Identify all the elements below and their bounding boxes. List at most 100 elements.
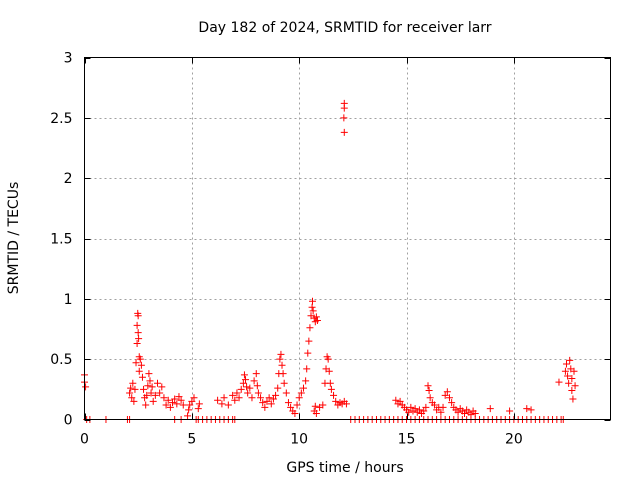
data-point bbox=[279, 370, 287, 378]
x-tick-label: 20 bbox=[505, 432, 523, 448]
data-point bbox=[570, 367, 578, 375]
data-point bbox=[445, 394, 453, 402]
data-point bbox=[246, 384, 254, 392]
axis-ticks bbox=[84, 57, 611, 421]
data-point bbox=[274, 384, 282, 392]
y-tick-label: 2.5 bbox=[50, 111, 72, 127]
y-tick-label: 0.5 bbox=[50, 352, 72, 368]
data-point bbox=[562, 360, 570, 368]
data-point bbox=[134, 329, 142, 337]
x-axis-label: GPS time / hours bbox=[286, 460, 403, 476]
data-point bbox=[147, 389, 155, 397]
data-point bbox=[233, 389, 241, 397]
data-point bbox=[284, 399, 292, 407]
data-point bbox=[282, 389, 290, 397]
data-point bbox=[171, 395, 179, 403]
data-point bbox=[272, 391, 280, 399]
data-point bbox=[295, 394, 303, 402]
data-point bbox=[278, 361, 286, 369]
data-point bbox=[326, 379, 334, 387]
data-point bbox=[527, 406, 535, 414]
data-point bbox=[136, 355, 144, 363]
y-tick-labels: 0 0.5 1 1.5 2 2.5 3 bbox=[50, 51, 72, 429]
data-point bbox=[153, 379, 161, 387]
y-tick-label: 0 bbox=[64, 413, 73, 429]
data-point bbox=[422, 403, 430, 411]
data-point bbox=[306, 324, 314, 332]
data-point bbox=[443, 388, 451, 396]
data-point bbox=[340, 114, 348, 122]
data-point bbox=[239, 379, 247, 387]
data-point bbox=[184, 412, 192, 420]
y-tick-label: 1.5 bbox=[50, 232, 72, 248]
data-point bbox=[127, 384, 135, 392]
data-point bbox=[257, 394, 265, 402]
data-point bbox=[471, 409, 479, 417]
data-point bbox=[148, 383, 156, 391]
x-tick-label: 10 bbox=[290, 432, 308, 448]
data-point bbox=[186, 401, 194, 409]
data-point bbox=[134, 312, 142, 320]
data-point bbox=[261, 403, 269, 411]
data-point bbox=[244, 389, 252, 397]
chart-title: Day 182 of 2024, SRMTID for receiver lar… bbox=[198, 20, 491, 36]
data-point bbox=[461, 409, 469, 417]
data-point bbox=[313, 317, 321, 325]
data-point bbox=[319, 401, 327, 409]
data-point bbox=[437, 408, 445, 416]
data-point bbox=[220, 394, 228, 402]
data-point bbox=[568, 387, 576, 395]
data-point bbox=[415, 406, 423, 414]
data-point bbox=[126, 389, 134, 397]
data-point bbox=[309, 297, 317, 305]
data-point bbox=[555, 378, 563, 386]
data-point bbox=[173, 400, 181, 408]
data-point bbox=[407, 403, 415, 411]
data-point bbox=[486, 405, 494, 413]
data-point bbox=[342, 400, 350, 408]
data-point bbox=[302, 377, 310, 385]
data-point bbox=[254, 389, 262, 397]
data-point bbox=[229, 391, 237, 399]
data-point bbox=[132, 359, 140, 367]
data-point bbox=[291, 409, 299, 417]
data-point bbox=[571, 382, 579, 390]
data-point bbox=[305, 337, 313, 345]
x-tick-labels: 0 5 10 15 20 bbox=[80, 432, 523, 448]
data-point bbox=[133, 339, 141, 347]
data-point bbox=[267, 400, 275, 408]
data-point bbox=[280, 379, 288, 387]
data-point bbox=[426, 394, 434, 402]
data-point bbox=[160, 394, 168, 402]
data-point bbox=[130, 397, 138, 405]
data-point bbox=[214, 396, 222, 404]
data-point bbox=[340, 104, 348, 112]
data-point bbox=[158, 383, 166, 391]
data-point bbox=[565, 379, 573, 387]
data-point bbox=[145, 370, 153, 378]
data-point bbox=[188, 397, 196, 405]
data-point bbox=[425, 387, 433, 395]
data-point bbox=[144, 382, 152, 390]
data-point bbox=[135, 335, 143, 343]
data-point bbox=[137, 361, 145, 369]
y-tick-label: 1 bbox=[64, 292, 73, 308]
y-tick-label: 3 bbox=[64, 51, 73, 67]
data-point bbox=[224, 401, 232, 409]
data-point bbox=[240, 371, 248, 379]
data-point bbox=[439, 403, 447, 411]
data-point bbox=[269, 395, 277, 403]
data-point bbox=[252, 370, 260, 378]
data-point bbox=[242, 376, 250, 384]
data-point bbox=[248, 394, 256, 402]
data-point bbox=[263, 397, 271, 405]
data-point bbox=[162, 401, 170, 409]
data-point bbox=[140, 385, 148, 393]
data-point bbox=[430, 401, 438, 409]
data-point bbox=[195, 400, 203, 408]
data-point bbox=[166, 403, 174, 411]
data-point bbox=[185, 406, 193, 414]
data-point bbox=[564, 372, 572, 380]
data-point bbox=[506, 407, 514, 415]
